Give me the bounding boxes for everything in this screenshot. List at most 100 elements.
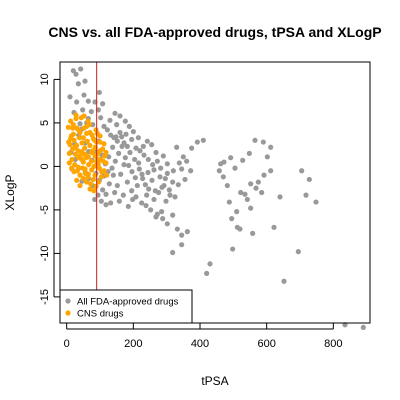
data-point bbox=[179, 166, 185, 172]
y-tick-label: -15 bbox=[39, 289, 51, 305]
data-point bbox=[80, 175, 86, 182]
data-point bbox=[103, 149, 109, 156]
data-point bbox=[67, 142, 73, 148]
data-point bbox=[120, 192, 126, 198]
axis-ticks: 0 200 400 600 800 10 5 0 -5 -10 -15 bbox=[39, 73, 343, 350]
data-point bbox=[164, 161, 170, 167]
data-point bbox=[268, 168, 274, 174]
data-point bbox=[80, 135, 86, 141]
data-point bbox=[112, 158, 118, 164]
data-point bbox=[303, 192, 309, 198]
data-point bbox=[232, 165, 238, 171]
data-point bbox=[179, 232, 185, 238]
data-point bbox=[114, 122, 120, 128]
x-tick-label: 600 bbox=[257, 338, 275, 350]
data-point bbox=[271, 224, 277, 230]
data-point bbox=[234, 209, 240, 215]
y-tick-label: -10 bbox=[39, 245, 51, 261]
plot-frame bbox=[59, 61, 371, 324]
data-point bbox=[112, 189, 118, 196]
data-point bbox=[73, 71, 79, 77]
x-tick-label: 400 bbox=[191, 338, 209, 350]
data-point bbox=[253, 185, 259, 191]
data-point bbox=[76, 135, 82, 141]
data-point bbox=[129, 136, 135, 143]
data-point bbox=[74, 177, 80, 183]
data-point bbox=[248, 181, 254, 187]
data-point bbox=[170, 249, 176, 256]
data-point bbox=[85, 154, 91, 160]
data-point bbox=[109, 165, 115, 171]
data-point bbox=[182, 176, 188, 183]
data-point bbox=[99, 169, 105, 175]
data-point bbox=[277, 194, 283, 200]
data-point bbox=[121, 140, 127, 146]
y-axis-label: XLogP bbox=[3, 174, 17, 210]
data-point bbox=[72, 151, 78, 157]
data-point bbox=[162, 175, 168, 182]
data-point bbox=[143, 202, 149, 209]
data-point bbox=[117, 129, 123, 136]
y-tick-label: 5 bbox=[39, 120, 51, 126]
data-point bbox=[264, 154, 270, 160]
data-point bbox=[85, 98, 91, 104]
data-point bbox=[132, 175, 138, 181]
data-point bbox=[140, 143, 146, 149]
data-point bbox=[94, 155, 100, 162]
data-point bbox=[226, 199, 232, 205]
data-point bbox=[144, 138, 150, 144]
data-point bbox=[103, 202, 109, 208]
data-point bbox=[104, 172, 110, 178]
data-point bbox=[230, 246, 236, 252]
data-point bbox=[220, 174, 226, 180]
data-point bbox=[159, 209, 165, 215]
data-point bbox=[122, 155, 128, 161]
data-point bbox=[132, 156, 138, 163]
data-point bbox=[167, 192, 173, 198]
data-point bbox=[84, 179, 90, 185]
data-point bbox=[90, 176, 96, 183]
data-point bbox=[127, 149, 133, 156]
data-point bbox=[103, 191, 109, 197]
data-point bbox=[84, 123, 90, 129]
data-point bbox=[97, 133, 103, 139]
data-point bbox=[90, 135, 96, 142]
data-point bbox=[121, 162, 127, 168]
data-point bbox=[135, 135, 141, 141]
data-point bbox=[175, 182, 181, 188]
data-point bbox=[133, 145, 139, 151]
data-point bbox=[74, 99, 80, 105]
data-point bbox=[75, 164, 81, 170]
data-point bbox=[75, 155, 81, 161]
data-point bbox=[86, 162, 92, 168]
data-point bbox=[98, 115, 104, 121]
data-point bbox=[140, 175, 146, 182]
data-point bbox=[160, 153, 166, 159]
data-point bbox=[81, 92, 87, 98]
data-point bbox=[88, 181, 94, 187]
data-point bbox=[74, 125, 80, 131]
data-point bbox=[139, 171, 145, 177]
y-tick-label: 0 bbox=[39, 163, 51, 169]
data-point bbox=[268, 144, 274, 150]
data-point bbox=[170, 212, 176, 218]
data-point bbox=[126, 162, 132, 169]
data-point bbox=[118, 171, 124, 177]
data-point bbox=[87, 186, 93, 192]
data-point bbox=[157, 174, 163, 180]
data-points bbox=[65, 66, 366, 330]
data-point bbox=[79, 140, 85, 146]
data-point bbox=[151, 196, 157, 203]
data-point bbox=[299, 168, 305, 174]
x-axis-label: tPSA bbox=[201, 374, 228, 388]
data-point bbox=[136, 160, 142, 166]
data-point bbox=[85, 171, 91, 177]
data-point bbox=[261, 172, 267, 178]
data-point bbox=[145, 169, 151, 176]
data-point bbox=[149, 177, 155, 183]
x-tick-label: 800 bbox=[324, 338, 342, 350]
y-tick-label: -5 bbox=[39, 205, 51, 215]
legend-marker bbox=[65, 310, 71, 316]
